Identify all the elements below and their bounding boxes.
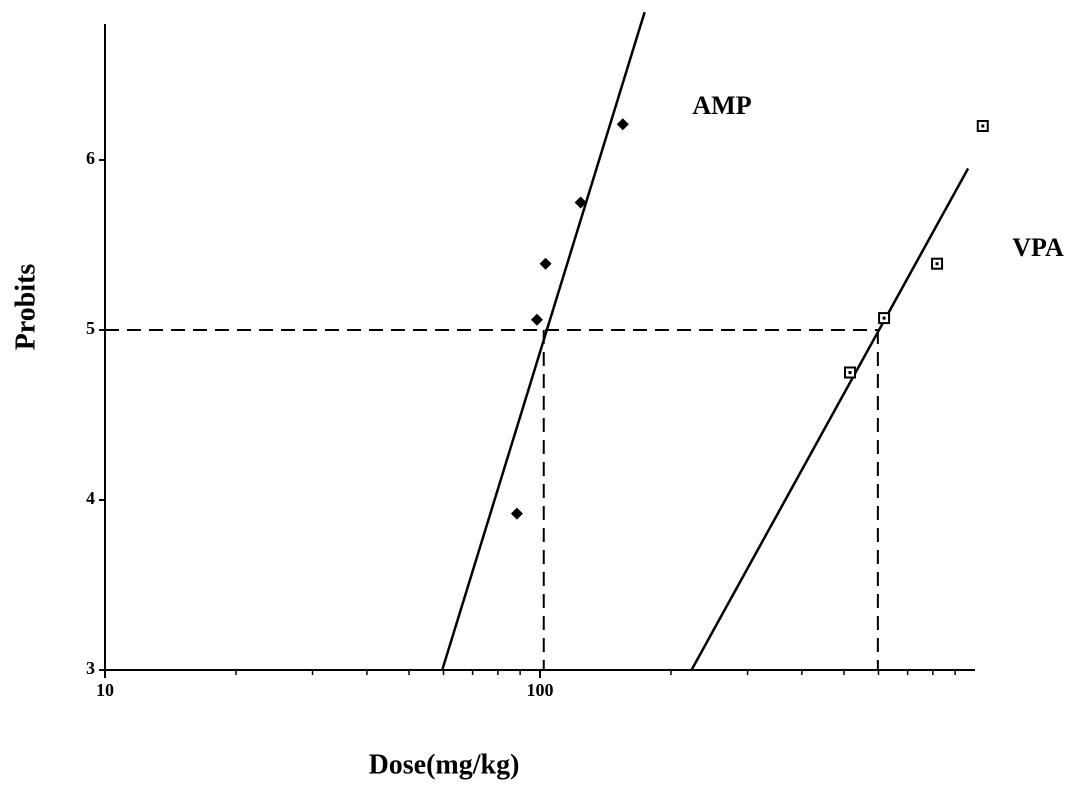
point: [574, 196, 587, 209]
point: [530, 313, 543, 326]
x-tick-label: 10: [96, 680, 114, 700]
point: [510, 507, 523, 520]
y-axis-title: Probits: [10, 264, 41, 351]
point: [539, 257, 552, 270]
y-tick-label: 4: [86, 488, 95, 508]
fit-line: [690, 167, 970, 671]
y-tick-label: 5: [86, 318, 95, 338]
point: [616, 118, 629, 131]
point-center: [882, 316, 886, 320]
point-center: [848, 371, 852, 374]
y-tick-label: 6: [86, 148, 95, 168]
series-label: VPA: [1012, 233, 1064, 262]
y-tick-label: 3: [86, 658, 95, 678]
point-center: [935, 262, 939, 266]
point-center: [981, 124, 985, 128]
x-axis-title: Dose(mg/kg): [369, 749, 520, 780]
x-tick-label: 100: [527, 680, 554, 700]
series-label: AMP: [692, 91, 751, 120]
fit-line: [441, 11, 646, 671]
